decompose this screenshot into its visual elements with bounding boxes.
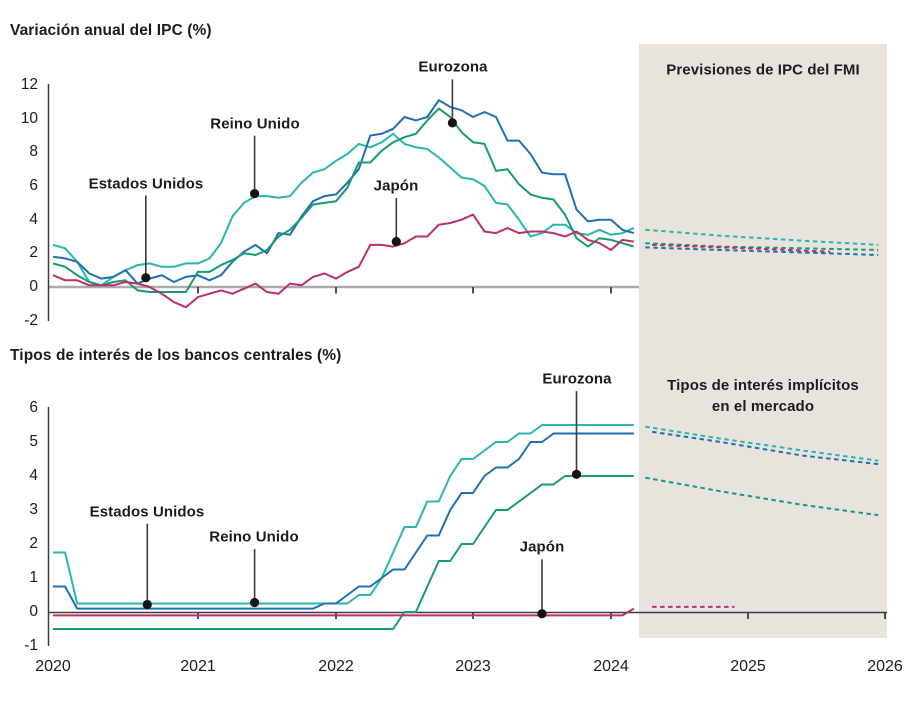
forecast-shaded-region [639,44,887,638]
annotation-label-eurozona-bottom: Eurozona [542,370,612,388]
annotation-dot [250,597,260,608]
annotation-label-japon-bottom: Japón [519,538,565,556]
annotation-dot [571,469,582,479]
series-line-ez [53,475,634,630]
y-axis-tick-label: 12 [20,76,38,93]
x-axis-year-label: 2024 [593,658,629,675]
forecast-line-uk [651,430,879,466]
y-axis-tick-label: 6 [29,399,38,416]
y-axis-tick-label: 2 [29,244,38,261]
annotation-dot [141,273,151,283]
bottom-forecast-region-label: Tipos de interés implícitos en el mercad… [667,377,859,415]
forecast-line-uk [645,246,879,256]
y-axis-tick-label: 4 [29,467,38,484]
top-chart-title: Variación anual del IPC (%) [10,22,212,39]
x-axis-year-label: 2022 [318,658,354,675]
x-axis-year-label: 2026 [867,658,903,675]
y-axis-tick-label: 8 [29,143,38,160]
series-line-uk [53,432,634,610]
y-axis-tick-label: 3 [29,501,38,518]
y-axis-tick-label: 6 [29,177,38,194]
annotation-label-reino-unido-top: Reino Unido [210,115,300,133]
annotation-label-japon-top: Japón [373,177,419,195]
series-line-us [52,132,635,287]
annotation-label-reino-unido-bottom: Reino Unido [209,528,299,546]
series-line-us [53,424,634,605]
bottom-chart-title: Tipos de interés de los bancos centrales… [10,347,342,364]
y-axis-tick-label: 2 [29,535,38,552]
series-line-ez [52,107,635,293]
series-line-jp [52,213,634,309]
annotation-dot [391,237,401,247]
annotation-dot [537,609,547,619]
annotation-dot [250,189,260,199]
y-axis-tick-label: 0 [29,603,38,620]
x-axis-year-label: 2021 [180,658,216,675]
annotation-dot [447,118,457,128]
y-axis-tick-label: 5 [29,433,38,450]
y-axis-tick-label: -2 [24,312,38,329]
forecast-line-us [645,228,879,246]
annotation-label-estados-unidos-bottom: Estados Unidos [89,503,205,521]
annotation-label-estados-unidos-top: Estados Unidos [88,175,204,193]
y-axis-tick-label: 0 [29,278,38,295]
annotation-dot [142,599,152,610]
y-axis-tick-label: 1 [29,569,38,586]
annotation-label-eurozona-top: Eurozona [418,58,488,76]
y-axis-tick-label: 4 [29,211,38,228]
x-axis-year-label: 2025 [730,658,766,675]
y-axis-tick-label: 10 [20,110,38,127]
series-line-uk [52,99,635,285]
forecast-line-ez [645,242,879,251]
x-axis-year-label: 2023 [455,658,491,675]
x-axis-year-label: 2020 [35,658,71,675]
top-forecast-region-label: Previsiones de IPC del FMI [666,61,860,79]
y-axis-tick-label: -1 [24,637,38,654]
